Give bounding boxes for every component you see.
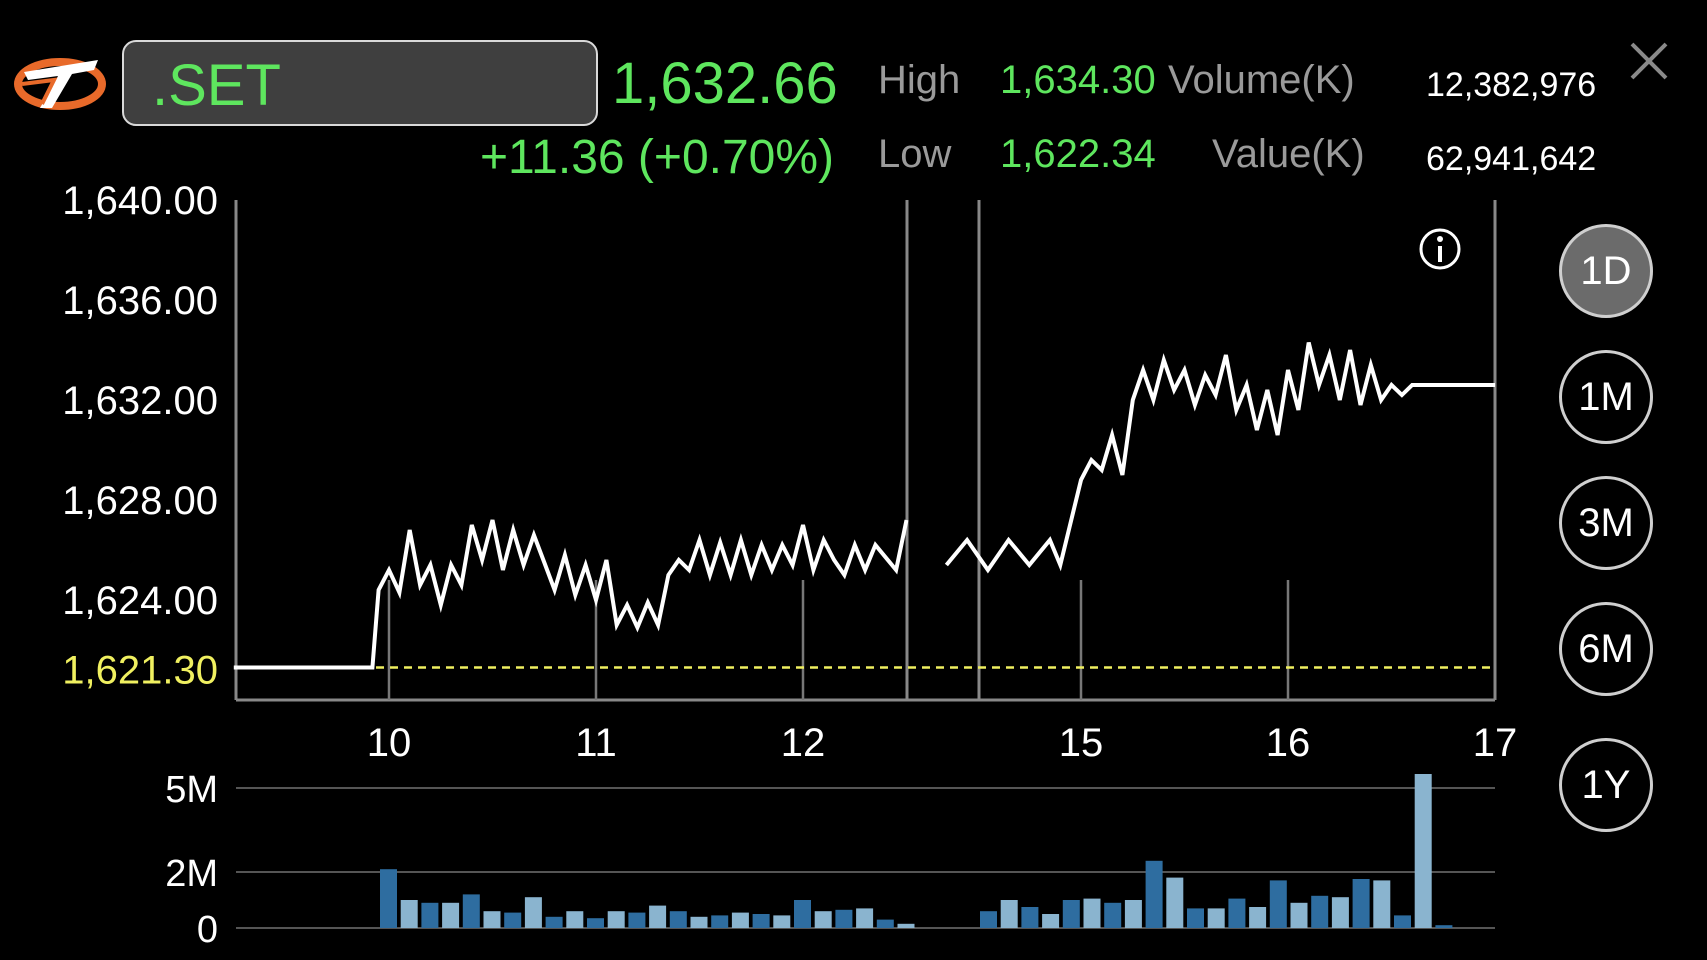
volume-bar (1042, 914, 1060, 928)
y-tick-label: 1,636.00 (62, 279, 218, 323)
x-tick-label: 11 (575, 721, 617, 765)
volume-bar (1000, 900, 1018, 928)
volume-bar (649, 905, 667, 928)
logo-icon (14, 58, 106, 110)
x-tick-label: 12 (781, 721, 826, 765)
volume-bar (607, 911, 625, 928)
value-label: Value(K) (1212, 132, 1365, 176)
volume-bar (1414, 774, 1432, 928)
y-tick-label: 1,632.00 (62, 379, 218, 423)
volume-bar (524, 897, 542, 928)
y-tick-label: 1,624.00 (62, 579, 218, 623)
low-label: Low (878, 132, 952, 176)
volume-bar (794, 900, 811, 928)
price-change: +11.36 (+0.70%) (480, 131, 835, 184)
volume-bar (1187, 908, 1204, 928)
volume-value: 12,382,976 (1426, 66, 1597, 104)
last-price: 1,632.66 (612, 51, 838, 116)
volume-bar (897, 923, 915, 928)
volume-bar (380, 869, 397, 928)
volume-bar (1062, 900, 1080, 928)
volume-bar (400, 900, 418, 928)
period-button-6m[interactable]: 6M (1559, 602, 1653, 696)
y-tick-label: 1,640.00 (62, 179, 218, 223)
volume-bar (1269, 880, 1287, 928)
volume-bar (731, 912, 749, 928)
volume-bar (835, 909, 853, 928)
volume-bar (752, 914, 770, 928)
volume-bar (566, 911, 584, 928)
volume-bar (1124, 900, 1142, 928)
volume-bar (1249, 907, 1267, 928)
volume-bar (1228, 898, 1246, 928)
x-tick-label: 15 (1059, 721, 1104, 765)
volume-bar (587, 918, 604, 928)
x-tick-label: 17 (1473, 721, 1518, 765)
symbol-text: .SET (152, 53, 281, 118)
volume-y-tick-label: 2M (165, 853, 218, 895)
volume-bar (1290, 902, 1308, 928)
period-button-1m[interactable]: 1M (1559, 350, 1653, 444)
volume-bar (628, 912, 646, 928)
period-button-1d[interactable]: 1D (1559, 224, 1653, 318)
volume-bar (545, 916, 563, 928)
volume-bar (773, 915, 791, 928)
volume-bar (711, 915, 729, 928)
x-tick-label: 16 (1266, 721, 1311, 765)
volume-bar (1021, 907, 1039, 928)
prev-close-label: 1,621.30 (62, 649, 218, 693)
value-value: 62,941,642 (1426, 140, 1597, 178)
low-value: 1,622.34 (1000, 132, 1156, 176)
close-icon[interactable] (1624, 36, 1674, 86)
volume-bar (1394, 915, 1411, 928)
volume-y-tick-label: 0 (197, 909, 218, 951)
volume-bar (1166, 877, 1184, 928)
info-icon[interactable] (1419, 228, 1461, 270)
volume-bar (980, 911, 997, 928)
volume-bar (669, 911, 687, 928)
volume-bar (1373, 880, 1391, 928)
volume-bar (856, 908, 874, 928)
symbol-search-box[interactable]: .SET (122, 40, 598, 126)
volume-bar (1352, 879, 1370, 928)
volume-bar (483, 911, 501, 928)
x-tick-label: 10 (367, 721, 412, 765)
volume-bar (1207, 908, 1225, 928)
volume-bar (421, 902, 439, 928)
volume-bar (1104, 902, 1122, 928)
volume-bar (814, 911, 832, 928)
volume-bar (1311, 895, 1329, 928)
volume-bar (1083, 898, 1101, 928)
volume-bar (504, 912, 522, 928)
volume-bar (1435, 925, 1453, 928)
volume-label: Volume(K) (1168, 58, 1355, 102)
period-button-3m[interactable]: 3M (1559, 476, 1653, 570)
high-label: High (878, 58, 961, 102)
volume-bar (1145, 860, 1163, 928)
volume-bar (1331, 897, 1349, 928)
volume-bar (462, 894, 480, 928)
volume-bar (442, 902, 460, 928)
volume-bar (690, 916, 708, 928)
y-tick-label: 1,628.00 (62, 479, 218, 523)
price-line (944, 342, 1495, 574)
price-line (233, 519, 909, 670)
high-value: 1,634.30 (1000, 58, 1156, 102)
volume-bar (876, 919, 894, 928)
volume-y-tick-label: 5M (165, 769, 218, 811)
period-button-1y[interactable]: 1Y (1559, 738, 1653, 832)
